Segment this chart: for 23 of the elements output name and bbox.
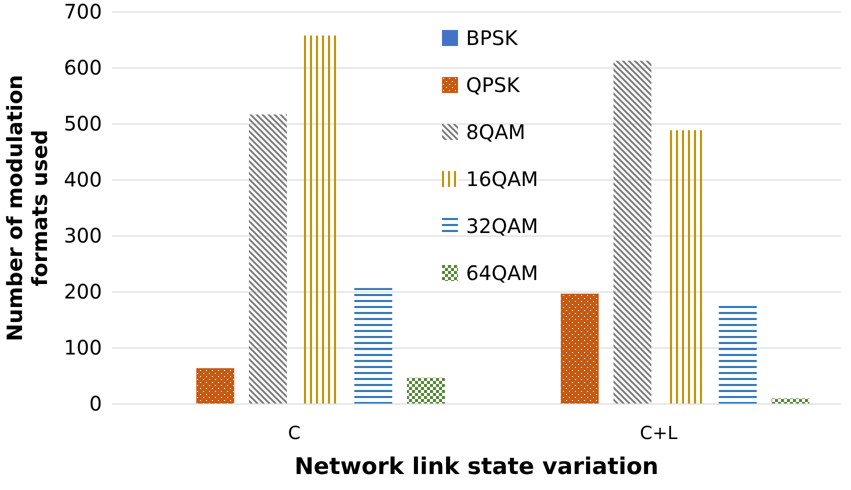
- bar: [248, 114, 287, 404]
- y-tick-label: 0: [89, 391, 102, 416]
- bar: [406, 378, 445, 404]
- y-tick-label: 700: [64, 0, 102, 24]
- y-tick-label: 400: [64, 167, 102, 192]
- y-tick-label: 100: [64, 335, 102, 360]
- bar: [196, 368, 234, 404]
- x-tick-label: C: [288, 422, 301, 444]
- y-tick-label: 300: [64, 223, 102, 248]
- x-axis-title: Network link state variation: [294, 454, 659, 480]
- bar: [560, 294, 599, 404]
- legend-label: QPSK: [466, 73, 520, 97]
- legend-label: BPSK: [466, 26, 518, 50]
- legend-label: 32QAM: [466, 214, 538, 238]
- legend-label: 8QAM: [466, 120, 526, 144]
- y-axis-title: Number of modulation formats used: [3, 74, 52, 342]
- legend-label: 16QAM: [466, 167, 538, 191]
- bar: [613, 60, 652, 404]
- x-tick-label: C+L: [640, 422, 678, 444]
- y-tick-label: 200: [64, 279, 102, 304]
- y-tick-label: 600: [64, 55, 102, 80]
- legend-label: 64QAM: [466, 261, 538, 285]
- y-tick-label: 500: [64, 111, 102, 136]
